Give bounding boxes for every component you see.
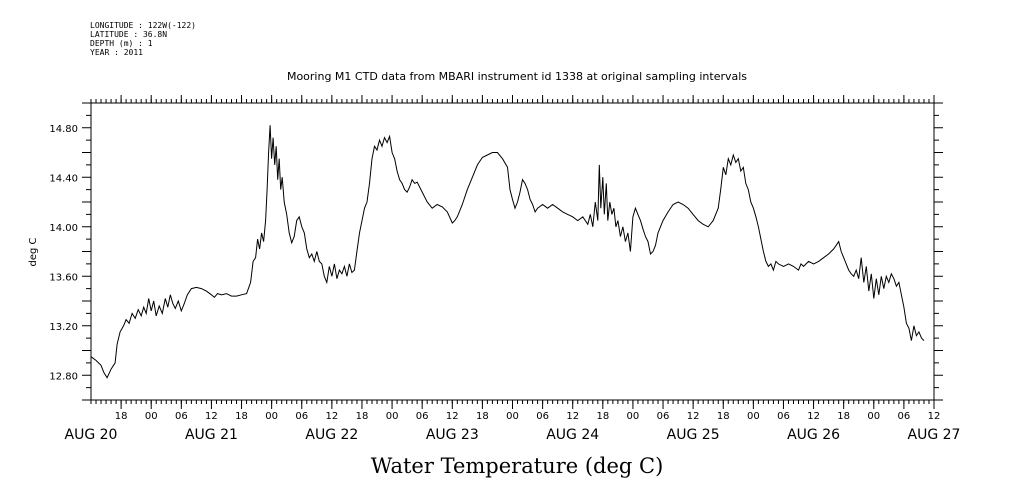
x-date-label: AUG 26	[787, 427, 840, 443]
x-date-label: AUG 20	[65, 427, 118, 443]
x-tick-label: 12	[807, 411, 820, 422]
y-tick-label: 14.40	[49, 173, 78, 184]
y-tick-label: 14.80	[49, 124, 78, 135]
x-tick-label: 18	[837, 411, 850, 422]
x-tick-label: 12	[566, 411, 579, 422]
x-tick-labels: 18 00 06 12 18 00 06 12 18 00 06 12 18 00 06 12 18 00 06 12…	[115, 411, 941, 422]
year-text: YEAR : 2011	[90, 48, 143, 57]
x-tick-label: 12	[687, 411, 700, 422]
x-tick-label: 12	[446, 411, 459, 422]
y-tick-label: 14.00	[49, 223, 78, 234]
x-tick-label: 00	[506, 411, 519, 422]
x-date-label: AUG 22	[305, 427, 358, 443]
x-date-label: AUG 25	[667, 427, 720, 443]
y-tick-label: 13.20	[49, 322, 78, 333]
x-tick-label: 18	[476, 411, 489, 422]
y-tick-label: 12.80	[49, 371, 78, 382]
x-tick-label: 12	[205, 411, 218, 422]
x-tick-label: 12	[325, 411, 338, 422]
y-tick-label: 13.60	[49, 272, 78, 283]
x-tick-label: 06	[536, 411, 549, 422]
x-tick-label: 06	[898, 411, 911, 422]
x-tick-label: 18	[356, 411, 369, 422]
x-tick-label: 00	[145, 411, 158, 422]
metadata-block: LONGITUDE : 122W(-122) LATITUDE : 36.8N …	[90, 21, 196, 57]
x-date-label: AUG 23	[426, 427, 479, 443]
x-tick-label: 00	[627, 411, 640, 422]
x-date-label: AUG 21	[185, 427, 238, 443]
x-tick-label: 00	[747, 411, 760, 422]
x-tick-label: 00	[867, 411, 880, 422]
x-tick-label: 06	[295, 411, 308, 422]
x-tick-label: 06	[175, 411, 188, 422]
y-axis-label: deg C	[28, 237, 39, 266]
x-date-labels: AUG 20 AUG 21 AUG 22 AUG 23 AUG 24 AUG 25 AUG …	[65, 427, 961, 443]
x-tick-label: 06	[657, 411, 670, 422]
x-date-label: AUG 27	[908, 427, 961, 443]
x-tick-label: 00	[265, 411, 278, 422]
plot-frame	[90, 102, 935, 401]
depth-text: DEPTH (m) : 1	[90, 39, 153, 48]
x-tick-label: 06	[416, 411, 429, 422]
x-date-label: AUG 24	[546, 427, 599, 443]
x-tick-label: 18	[717, 411, 730, 422]
x-tick-label: 12	[928, 411, 941, 422]
x-tick-label: 00	[386, 411, 399, 422]
chart-title: Mooring M1 CTD data from MBARI instrumen…	[286, 70, 748, 83]
x-tick-label: 18	[115, 411, 128, 422]
axis-ticks	[82, 95, 943, 409]
x-tick-label: 18	[235, 411, 248, 422]
x-axis-label: Water Temperature (deg C)	[370, 454, 664, 478]
longitude-text: LONGITUDE : 122W(-122)	[90, 21, 196, 30]
latitude-text: LATITUDE : 36.8N	[90, 30, 168, 39]
x-tick-label: 18	[596, 411, 609, 422]
x-tick-label: 06	[777, 411, 790, 422]
temperature-series-line	[90, 125, 925, 379]
y-tick-labels: 12.80 13.20 13.60 14.00 14.40 14.80	[49, 124, 78, 383]
